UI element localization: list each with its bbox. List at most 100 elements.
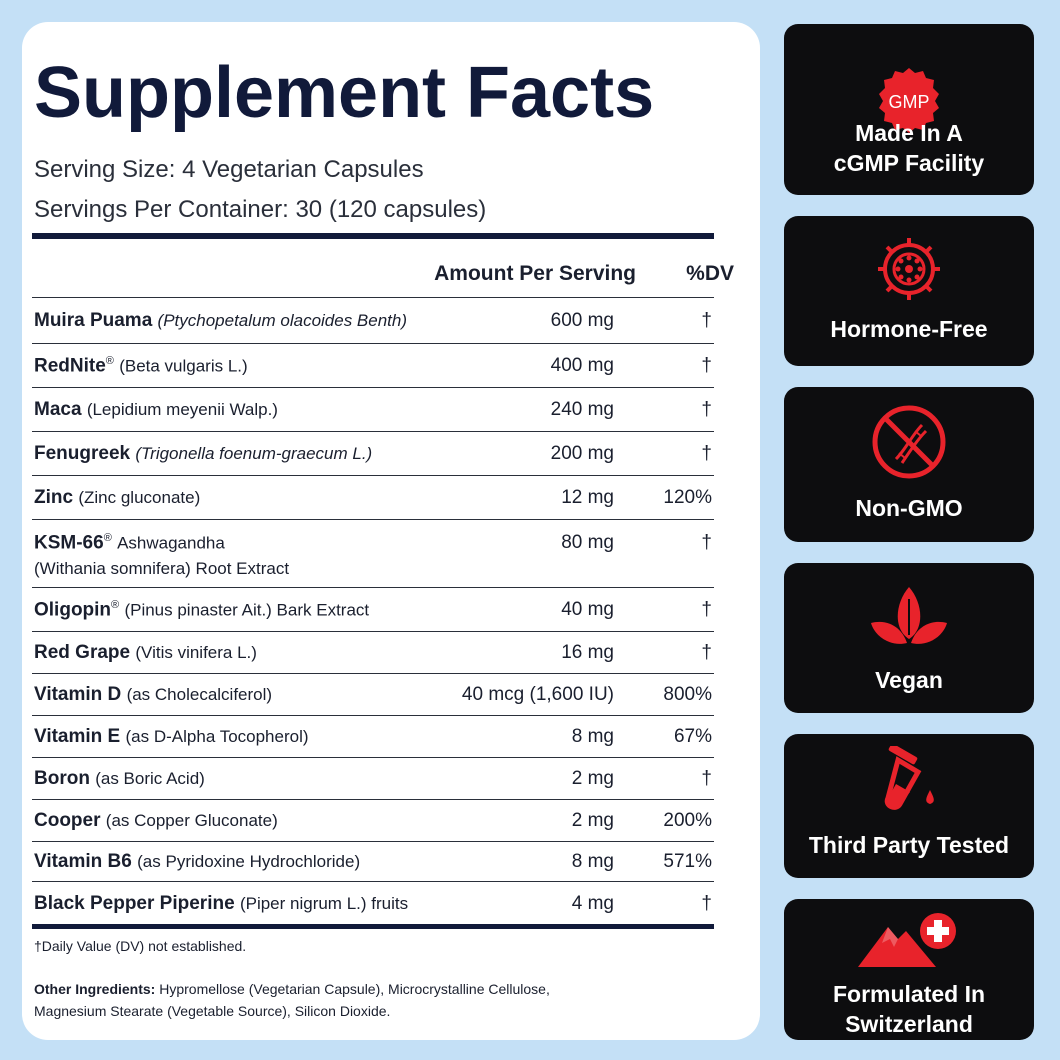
- ingredient-description: (Piper nigrum L.) fruits: [239, 894, 409, 913]
- divider-bottom: [32, 924, 714, 929]
- ingredient-description: (Pinus pinaster Ait.) Bark Extract: [124, 600, 370, 620]
- table-row: Fenugreek (Trigonella foenum-graecum L.)…: [32, 431, 714, 475]
- swiss-mountain-icon: [858, 913, 956, 967]
- ingredient-name: Muira Puama (Ptychopetalum olacoides Ben…: [34, 310, 407, 332]
- ingredient-dv: 200%: [663, 810, 712, 831]
- table-row: KSM-66® Ashwagandha (Withania somnifera) …: [32, 519, 714, 587]
- ingredient-amount: 16 mg: [561, 642, 614, 663]
- ingredient-dv: †: [701, 355, 712, 376]
- servings-per-container: Servings Per Container: 30 (120 capsules…: [34, 196, 487, 223]
- ingredient-dv: †: [701, 310, 712, 331]
- hormone-icon: [878, 238, 940, 300]
- registered-mark: ®: [111, 599, 120, 611]
- ingredient-name: Oligopin® (Pinus pinaster Ait.) Bark Ext…: [34, 599, 369, 621]
- ingredient-description: (as Pyridoxine Hydrochloride): [137, 852, 361, 871]
- ingredient-dv: †: [701, 532, 712, 553]
- ingredient-dv: †: [701, 443, 712, 464]
- ingredient-name: KSM-66® Ashwagandha (Withania somnifera) …: [34, 532, 289, 584]
- ingredient-name: Maca (Lepidium meyenii Walp.): [34, 399, 278, 421]
- badge-switzerland-label: Formulated In Switzerland: [832, 981, 986, 1037]
- ingredient-amount: 200 mg: [550, 443, 614, 464]
- ingredient-name: Red Grape (Vitis vinifera L.): [34, 642, 257, 664]
- badge-gmp: GMP Made In A cGMP Facility: [784, 24, 1034, 195]
- ingredient-amount: 12 mg: [561, 487, 614, 508]
- other-ingredients-label: Other Ingredients:: [34, 981, 156, 997]
- ingredient-dv: †: [701, 399, 712, 420]
- ingredient-title: Vitamin E: [34, 726, 121, 747]
- daily-value-footnote: †Daily Value (DV) not established.: [34, 938, 247, 954]
- badge-hormone-free-label: Hormone-Free: [830, 316, 988, 342]
- ingredient-dv: †: [701, 893, 712, 914]
- table-row: Cooper (as Copper Gluconate) 2 mg 200%: [32, 799, 714, 841]
- ingredient-dv: 67%: [673, 726, 712, 747]
- ingredient-name: Vitamin B6 (as Pyridoxine Hydrochloride): [34, 851, 360, 873]
- leaf-icon: [871, 587, 947, 644]
- ingredient-title: Black Pepper Piperine: [34, 893, 235, 914]
- amount-header: Amount Per Serving: [434, 262, 636, 285]
- ingredient-title: Muira Puama: [34, 310, 153, 331]
- ingredient-amount: 40 mg: [561, 599, 614, 620]
- table-row: Black Pepper Piperine (Piper nigrum L.) …: [32, 881, 714, 925]
- ingredient-description: (Lepidium meyenii Walp.): [86, 400, 278, 419]
- table-row: Vitamin E (as D-Alpha Tocopherol) 8 mg 67%: [32, 715, 714, 757]
- registered-mark: ®: [105, 355, 114, 367]
- table-row: Maca (Lepidium meyenii Walp.) 240 mg †: [32, 387, 714, 431]
- badge-gmp-label: Made In A cGMP Facility: [833, 120, 985, 176]
- test-tube-icon: [884, 746, 934, 810]
- ingredient-name: Cooper (as Copper Gluconate): [34, 810, 278, 832]
- ingredients-table: Muira Puama (Ptychopetalum olacoides Ben…: [32, 297, 714, 925]
- ingredient-description: (Beta vulgaris L.): [119, 356, 248, 376]
- ingredient-name: Black Pepper Piperine (Piper nigrum L.) …: [34, 893, 408, 915]
- ingredient-amount: 80 mg: [561, 532, 614, 553]
- ingredient-description: (as D-Alpha Tocopherol): [125, 727, 309, 746]
- ingredient-title: Vitamin B6: [34, 851, 132, 872]
- badge-third-party-tested: Third Party Tested: [784, 734, 1034, 878]
- ingredient-title: Vitamin D: [34, 684, 122, 705]
- ingredient-description: (as Cholecalciferol): [126, 685, 273, 704]
- table-row: Oligopin® (Pinus pinaster Ait.) Bark Ext…: [32, 587, 714, 631]
- ingredient-description: (as Boric Acid): [95, 769, 205, 788]
- ingredient-title: Fenugreek: [34, 443, 131, 464]
- ingredient-title: Boron: [34, 768, 90, 789]
- ingredient-amount: 2 mg: [571, 810, 614, 831]
- ingredient-amount: 2 mg: [571, 768, 614, 789]
- ingredient-description: (as Copper Gluconate): [105, 811, 278, 830]
- badge-non-gmo-label: Non-GMO: [855, 495, 963, 521]
- ingredient-description-line2: (Withania somnifera) Root Extract: [34, 559, 290, 579]
- supplement-facts-panel: [22, 22, 760, 1040]
- badge-switzerland: Formulated In Switzerland: [784, 899, 1034, 1040]
- no-dna-icon: [872, 405, 946, 479]
- ingredient-amount: 40 mcg (1,600 IU): [461, 684, 614, 705]
- ingredient-amount: 4 mg: [571, 893, 614, 914]
- other-ingredients: Other Ingredients: Hypromellose (Vegetar…: [34, 978, 564, 1022]
- gmp-seal-icon: GMP: [879, 68, 939, 133]
- ingredient-amount: 400 mg: [550, 355, 614, 376]
- ingredient-dv: †: [701, 642, 712, 663]
- table-row: Zinc (Zinc gluconate) 12 mg 120%: [32, 475, 714, 519]
- page-title: Supplement Facts: [34, 53, 655, 133]
- serving-size: Serving Size: 4 Vegetarian Capsules: [34, 156, 424, 183]
- badge-non-gmo: Non-GMO: [784, 387, 1034, 542]
- ingredient-title: Cooper: [34, 810, 101, 831]
- ingredient-description: (Ptychopetalum olacoides Benth): [157, 311, 408, 330]
- table-row: Red Grape (Vitis vinifera L.) 16 mg †: [32, 631, 714, 673]
- table-row: Muira Puama (Ptychopetalum olacoides Ben…: [32, 297, 714, 343]
- ingredient-amount: 8 mg: [571, 726, 614, 747]
- ingredient-title: RedNite: [34, 355, 106, 377]
- ingredient-dv: 800%: [663, 684, 712, 705]
- table-row: Vitamin B6 (as Pyridoxine Hydrochloride)…: [32, 841, 714, 881]
- ingredient-description: (Zinc gluconate): [78, 488, 201, 507]
- registered-mark: ®: [103, 532, 112, 544]
- ingredient-amount: 8 mg: [571, 851, 614, 872]
- ingredient-name: Vitamin D (as Cholecalciferol): [34, 684, 272, 706]
- ingredient-dv: †: [701, 599, 712, 620]
- ingredient-title: Oligopin: [34, 599, 112, 621]
- other-ingredients-text: Hypromellose (Vegetarian Capsule), Micro…: [34, 981, 550, 1019]
- ingredient-name: RedNite® (Beta vulgaris L.): [34, 355, 248, 377]
- ingredient-title: Maca: [34, 399, 82, 420]
- ingredient-amount: 240 mg: [550, 399, 614, 420]
- badge-vegan-label: Vegan: [875, 667, 943, 693]
- table-row: Boron (as Boric Acid) 2 mg †: [32, 757, 714, 799]
- ingredient-title: Zinc: [34, 487, 74, 508]
- gmp-seal-text: GMP: [888, 92, 929, 112]
